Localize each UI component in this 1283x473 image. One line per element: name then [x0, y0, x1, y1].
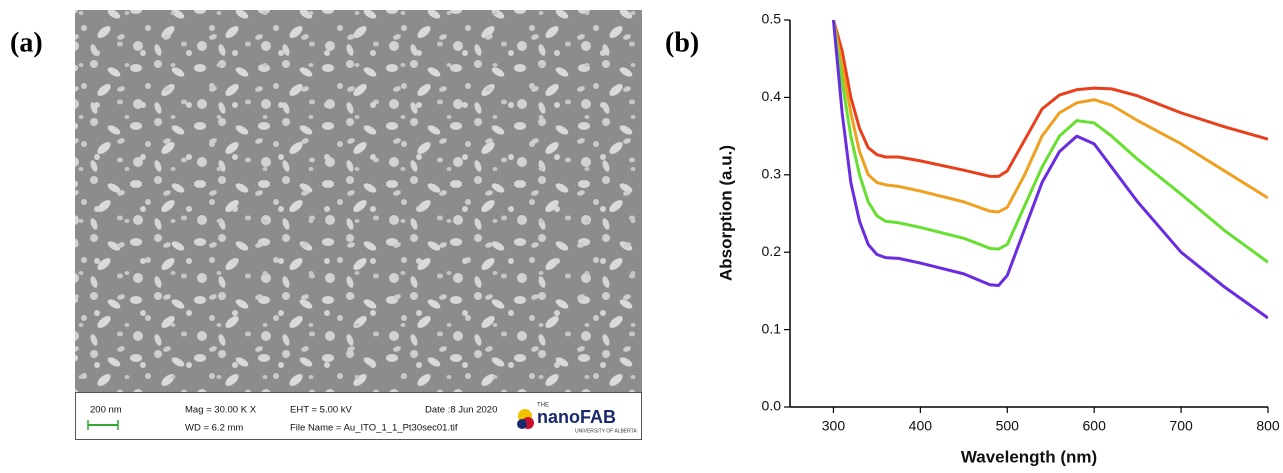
x-tick-label: 500 [996, 418, 1020, 434]
x-tick-label: 400 [909, 418, 933, 434]
sem-info: WD = 6.2 mm [185, 423, 243, 434]
y-tick-label: 0.0 [762, 398, 782, 414]
panel-label: (a) [10, 27, 43, 58]
logo: nanoFAB [537, 407, 616, 427]
y-tick-label: 0.1 [762, 320, 782, 336]
y-tick-label: 0.4 [762, 88, 782, 104]
sem-image: 200 nm Mag = 30.00 K X WD = 6.2 mm EHT =… [75, 10, 642, 440]
line-series [831, 20, 1268, 264]
x-tick-label: 300 [822, 418, 846, 434]
chart: Wavelength (nm) Absorption (a.u.) 0.0 0.1… [716, 11, 1279, 467]
logo-text: UNIVERSITY OF ALBERTA [575, 428, 637, 434]
x-tick-label: 600 [1083, 418, 1107, 434]
sem-info: EHT = 5.00 kV [290, 405, 353, 416]
line-series [831, 20, 1268, 214]
sem-info: Date :8 Jun 2020 [425, 405, 497, 416]
y-tick-label: 0.3 [762, 166, 782, 182]
panel-label: (b) [665, 27, 699, 58]
x-tick-label: 800 [1256, 418, 1280, 434]
logo-text: THE [537, 403, 549, 409]
x-axis-title: Wavelength (nm) [961, 447, 1097, 466]
y-tick-label: 0.2 [762, 243, 782, 259]
line-series [832, 20, 1268, 178]
x-tick-label: 700 [1169, 418, 1193, 434]
y-tick-label: 0.5 [762, 11, 782, 27]
line-series [831, 20, 1268, 320]
scale-bar-label: 200 nm [90, 405, 122, 416]
sem-info: File Name = Au_ITO_1_1_Pt30sec01.tif [290, 423, 458, 434]
y-axis-title: Absorption (a.u.) [716, 145, 735, 281]
sem-info: Mag = 30.00 K X [185, 405, 257, 416]
